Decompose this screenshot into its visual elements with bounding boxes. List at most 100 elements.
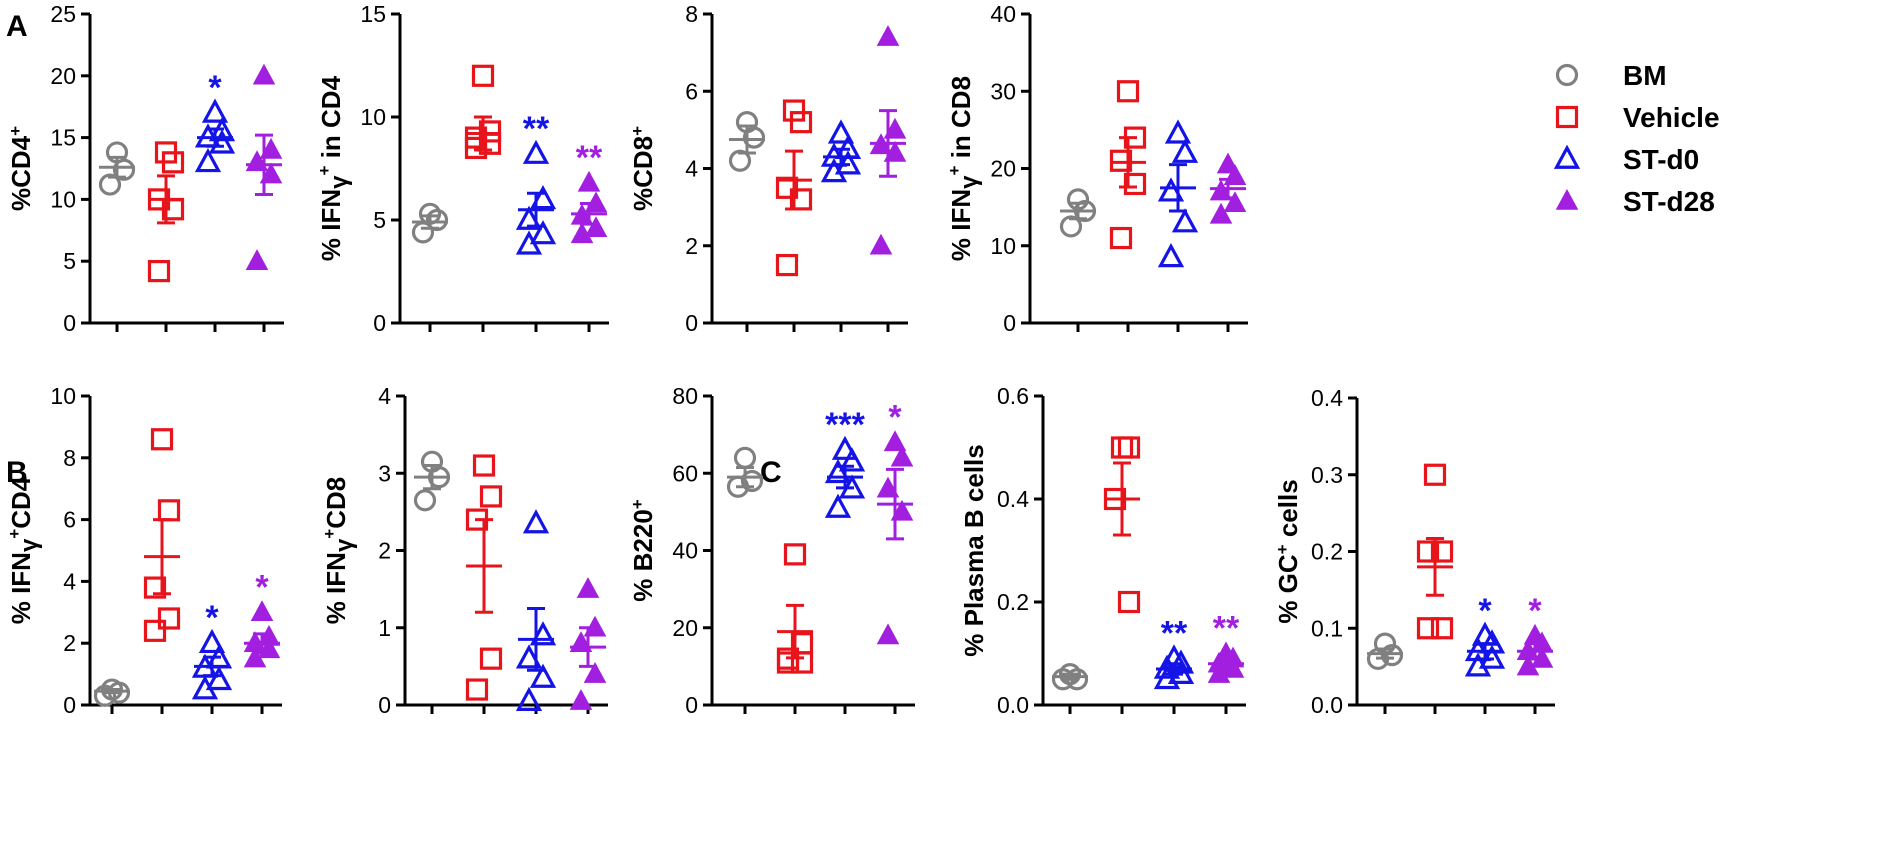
data-point — [1059, 215, 1083, 238]
series-st-d0 — [820, 119, 862, 183]
data-point — [529, 663, 557, 688]
panel-label-c: C — [760, 456, 782, 489]
data-point — [827, 119, 855, 144]
data-point — [208, 129, 236, 154]
significance-label: * — [205, 599, 219, 637]
y-tick-label: 20 — [990, 156, 1016, 182]
y-tick-label: 0.2 — [997, 589, 1029, 615]
series-st-d28 — [869, 25, 907, 255]
significance-label: ** — [1213, 610, 1240, 648]
chart-9: 0.0 0.1 0.2 0.3 0.4 % GC+ cells * * — [1273, 385, 1555, 718]
legend-label: BM — [1623, 60, 1667, 91]
series-st-d28 — [569, 577, 607, 710]
panel-label-a: A — [6, 10, 28, 43]
data-point — [790, 651, 814, 674]
data-point — [890, 499, 914, 521]
y-axis-label: % IFNγ+CD8 — [320, 477, 358, 625]
series-vehicle — [775, 99, 813, 277]
data-point — [1516, 654, 1540, 676]
y-tick-label: 0 — [685, 310, 698, 336]
data-point — [252, 63, 276, 85]
series-vehicle — [1416, 463, 1454, 640]
legend-label: Vehicle — [1623, 102, 1720, 133]
series-vehicle — [143, 428, 181, 642]
series-st-d0: ** — [515, 110, 557, 255]
data-point — [147, 259, 171, 283]
data-point — [243, 646, 267, 668]
data-point — [733, 446, 757, 469]
y-tick-label: 0 — [685, 692, 698, 718]
chart-2: 0 5 10 15 % IFNγ+ in CD4 ** ** — [315, 1, 609, 336]
data-point — [1209, 179, 1233, 201]
data-point — [1123, 172, 1147, 196]
data-point — [1423, 463, 1447, 486]
data-point — [205, 665, 233, 691]
y-tick-label: 3 — [378, 460, 391, 486]
chart-8: 0.0 0.2 0.4 0.6 % Plasma B cells ** ** — [959, 383, 1246, 718]
data-point — [161, 151, 185, 174]
data-point — [150, 428, 174, 451]
y-tick-label: 10 — [990, 233, 1016, 259]
data-point — [583, 662, 607, 683]
legend-label: ST-d28 — [1623, 186, 1715, 217]
data-point — [1171, 208, 1199, 233]
legend-marker — [1553, 144, 1581, 169]
series-st-d0: *** — [824, 406, 866, 518]
series-st-d0: * — [191, 599, 233, 700]
data-point — [529, 621, 557, 646]
y-tick-label: 0 — [63, 310, 76, 336]
y-tick-label: 30 — [990, 78, 1016, 104]
data-point — [824, 458, 852, 484]
data-point — [775, 176, 799, 199]
data-point — [876, 25, 900, 46]
data-point — [515, 230, 543, 255]
y-tick-label: 15 — [360, 1, 386, 27]
data-point — [782, 99, 806, 122]
y-tick-label: 60 — [672, 460, 698, 486]
legend-marker — [1555, 63, 1579, 87]
data-point — [515, 686, 543, 711]
legend-label: ST-d0 — [1623, 144, 1699, 175]
data-point — [838, 447, 866, 472]
series-vehicle — [1109, 80, 1147, 250]
y-axis-label: % GC+ cells — [1273, 479, 1304, 623]
data-point — [259, 137, 283, 159]
y-tick-label: 0.0 — [1311, 692, 1343, 718]
y-tick-label: 1 — [378, 615, 391, 641]
series-st-d28 — [1209, 152, 1247, 224]
y-tick-label: 40 — [990, 1, 1016, 27]
y-tick-label: 0.6 — [997, 383, 1029, 409]
data-point — [479, 485, 503, 508]
data-point — [93, 684, 117, 707]
data-point — [824, 493, 852, 518]
data-point — [1209, 202, 1233, 224]
series-st-d28: * — [876, 398, 914, 645]
data-point — [883, 117, 907, 139]
y-tick-label: 4 — [378, 383, 391, 409]
series-bm — [726, 446, 764, 498]
y-tick-label: 8 — [685, 1, 698, 27]
significance-label: * — [1478, 592, 1492, 630]
series-bm — [1059, 188, 1097, 238]
data-point — [1153, 664, 1181, 690]
series-bm — [411, 202, 449, 244]
y-tick-label: 5 — [63, 248, 76, 274]
data-point — [1430, 540, 1454, 563]
y-tick-label: 80 — [672, 383, 698, 409]
series-st-d28: * — [243, 568, 281, 668]
data-point — [529, 220, 557, 245]
data-point — [789, 111, 813, 134]
significance-label: ** — [1161, 615, 1188, 653]
data-point — [465, 678, 489, 701]
series-st-d0: * — [1464, 592, 1506, 677]
data-point — [883, 430, 907, 452]
data-point — [576, 577, 600, 598]
legend-marker — [1555, 188, 1579, 210]
data-point — [522, 509, 550, 534]
y-tick-label: 0.3 — [1311, 462, 1343, 488]
data-point — [728, 149, 752, 172]
data-point — [1117, 436, 1141, 459]
y-axis-label: %CD4+ — [6, 126, 37, 211]
y-axis-label: % IFNγ+CD4 — [5, 476, 43, 624]
